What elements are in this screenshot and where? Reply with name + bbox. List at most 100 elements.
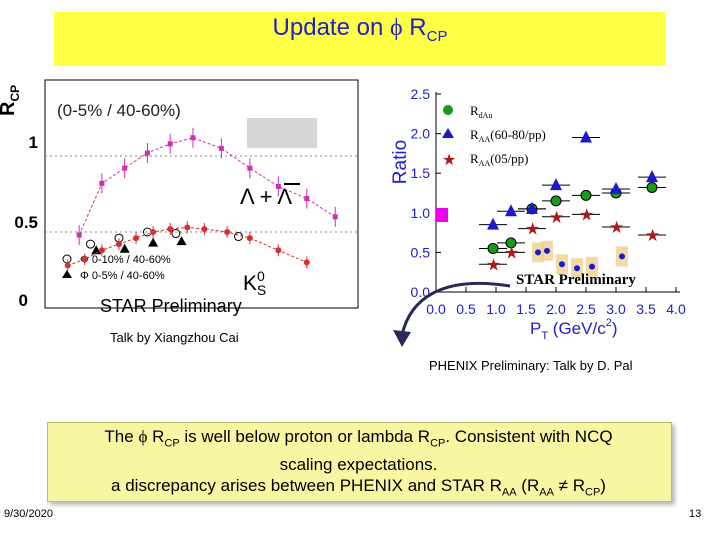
right-y-label: Ratio: [390, 140, 411, 184]
left-point-s3-8: [201, 225, 208, 232]
right-xtick-2: 1.0: [486, 301, 506, 317]
left-point-s3-3: [115, 241, 122, 248]
right-ytick-2: 1.0: [411, 205, 431, 221]
conclusion-text: The ϕ RCP is well below proton or lambda…: [47, 426, 670, 504]
right-point-s1-0: [487, 217, 499, 230]
conclusion-line-2: scaling expectations.: [279, 455, 438, 475]
right-point-s0-0: [487, 242, 499, 254]
left-point-s3-9: [224, 229, 231, 235]
right-point-s2-6: ★: [645, 226, 660, 245]
right-star-preliminary: STAR Preliminary: [516, 272, 636, 288]
right-xtick-5: 2.5: [576, 301, 596, 317]
slide-date: 9/30/2020: [4, 508, 53, 520]
right-legend: RdAu RAA(60-80/pp) ★ RAA(05/pp): [442, 103, 546, 169]
right-xtick-4: 2.0: [546, 301, 566, 317]
left-point-s2-7: [247, 165, 253, 171]
right-xtick-1: 0.5: [456, 301, 476, 317]
right-point-s3-5: [619, 253, 625, 260]
left-point-s2-8: [275, 183, 281, 189]
left-star-preliminary: STAR Preliminary: [100, 296, 242, 316]
right-point-s1-5: [610, 182, 622, 195]
right-xtick-7: 3.5: [636, 301, 656, 317]
left-point-s3-10: [246, 235, 253, 242]
left-point-s2-10: [332, 214, 338, 220]
phenix-caption: PHENIX Preliminary: Talk by D. Pal: [429, 358, 633, 373]
left-point-s2-6: [218, 145, 224, 151]
left-point-s2-2: [122, 165, 128, 171]
left-point-s2-4: [167, 141, 173, 147]
left-point-s2-3: [144, 150, 150, 156]
shaded-band: [247, 118, 317, 148]
right-legend-1: RAA(60-80/pp): [470, 127, 546, 144]
right-point-s1-4: [580, 130, 592, 143]
right-point-s3-1: [544, 247, 550, 254]
left-legend: Φ 0-10% / 40-60% Φ 0-5% / 40-60%: [62, 254, 171, 282]
left-point-s1-2: [148, 237, 159, 247]
phenix-ratio-chart: Ratio 0.0 0.5 1.0 1.5 2.0 2.5 0.0 0.5 1.0 1.5 2.0 2…: [390, 86, 686, 342]
left-point-s2-5: [190, 135, 196, 141]
left-point-s3-6: [167, 225, 174, 232]
right-x-label: PT (GeV/c2): [530, 317, 618, 342]
left-point-s3-7: [184, 224, 191, 231]
left-point-s2-1: [99, 180, 105, 186]
left-plot-title: (0-5% / 40-60%): [57, 101, 181, 120]
left-point-s3-11: [275, 247, 282, 254]
right-ytick-5: 2.5: [411, 86, 431, 102]
right-xtick-6: 3.0: [606, 301, 626, 317]
right-point-s3-2: [559, 261, 565, 268]
title-band: [54, 12, 666, 66]
left-point-s3-5: [150, 229, 157, 235]
right-point-s1-3: [550, 178, 562, 191]
left-point-s2-9: [304, 196, 310, 202]
left-y-label: RCP: [0, 85, 22, 116]
left-point-s1-3: [176, 236, 187, 246]
left-ytick-2: 1: [29, 133, 38, 152]
right-legend-2: RAA(05/pp): [470, 151, 529, 168]
right-xtick-8: 4.0: [666, 301, 686, 317]
right-point-s0-4: [580, 189, 592, 201]
left-point-s3-12: [303, 259, 310, 266]
left-point-s1-0: [91, 245, 102, 255]
svg-text:★: ★: [442, 152, 456, 169]
right-point-s1-2: [526, 201, 538, 214]
right-point-s3-4: [589, 263, 595, 270]
left-point-s3-4: [133, 235, 140, 242]
right-point-s3-0: [535, 249, 541, 256]
left-point-s0-0: [86, 239, 96, 249]
right-point-s2-0: ★: [486, 255, 501, 274]
left-point-s3-2: [98, 247, 105, 254]
right-xtick-3: 1.5: [516, 301, 536, 317]
right-point-s2-5: ★: [609, 218, 624, 237]
right-point-s1-1: [505, 204, 517, 217]
conclusion-line-3: a discrepancy arises between PHENIX and …: [111, 476, 606, 499]
right-point-s2-4: ★: [579, 205, 594, 224]
right-point-s2-1: ★: [504, 243, 519, 262]
right-point-s0-3: [550, 195, 562, 207]
conclusion-box: [47, 422, 672, 502]
left-legend-0: Φ 0-10% / 40-60%: [80, 254, 171, 266]
right-ytick-0: 0.0: [411, 284, 431, 300]
right-xtick-0: 0.0: [426, 301, 446, 317]
slide-number: 13: [689, 508, 702, 520]
left-point-s3-0: [64, 262, 71, 269]
left-ytick-1: 0.5: [14, 213, 38, 232]
lambda-label: Λ + Λ: [240, 184, 292, 209]
conclusion-line-1: The ϕ RCP is well below proton or lambda…: [104, 427, 613, 450]
left-point-s0-3: [171, 229, 181, 239]
star-rcp-chart: (0-5% / 40-60%) RCP 0 0.5 1 Λ + Λ K0S ST…: [0, 79, 359, 316]
right-point-s0-1: [505, 237, 517, 249]
right-point-s2-3: ★: [549, 208, 564, 227]
left-point-s2-0: [76, 232, 82, 238]
reference-box: [436, 208, 448, 222]
star-caption: Talk by Xiangzhou Cai: [110, 330, 239, 345]
right-point-s1-6: [646, 170, 658, 183]
left-ytick-0: 0: [19, 291, 28, 310]
right-point-s2-2: ★: [525, 220, 540, 239]
comparison-arrow: [393, 281, 511, 347]
left-point-s1-1: [119, 243, 130, 253]
k0s-label: K0 S: [243, 268, 266, 298]
slide-title: Update on ϕ RCP: [272, 14, 448, 45]
right-point-s0-6: [646, 181, 658, 193]
right-ytick-1: 0.5: [411, 244, 431, 260]
